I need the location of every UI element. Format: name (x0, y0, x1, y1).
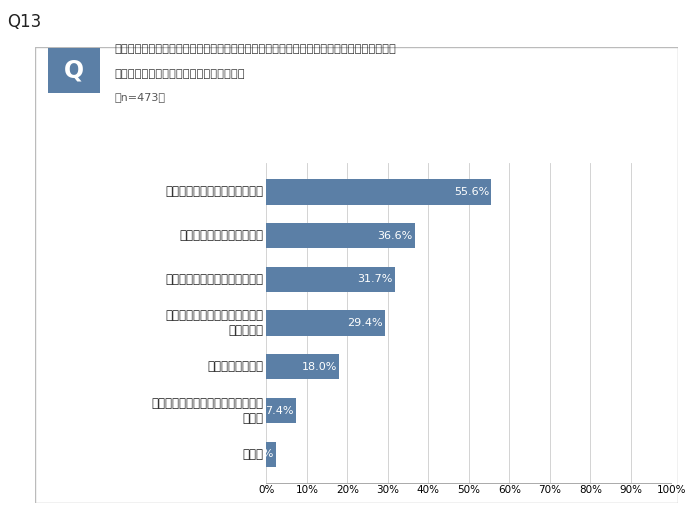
Bar (266, 179, 491, 204)
Text: 29.4%: 29.4% (347, 318, 383, 328)
Bar (266, 354, 339, 379)
Text: 2.3%: 2.3% (245, 449, 273, 459)
FancyBboxPatch shape (48, 48, 100, 93)
Text: （n=473）: （n=473） (114, 92, 165, 102)
Bar (266, 223, 415, 248)
Bar (266, 267, 394, 292)
Text: 自転車購入時に勧められて: 自転車購入時に勧められて (179, 229, 263, 242)
Text: 自転車事故の高額賠償ケースを
きっかけに: 自転車事故の高額賠償ケースを きっかけに (165, 309, 263, 337)
Bar (266, 398, 296, 423)
Text: 18.0%: 18.0% (302, 362, 337, 372)
Text: Q13: Q13 (7, 13, 41, 31)
Bar (266, 442, 275, 467)
Text: 【加入している】とお答えの方にお伺いします。あなたが、自転車保険に加入された理由を: 【加入している】とお答えの方にお伺いします。あなたが、自転車保険に加入された理由… (114, 44, 396, 54)
Text: 加害者になるケースを想定して: 加害者になるケースを想定して (165, 185, 263, 198)
Text: その他: その他 (242, 448, 263, 461)
Bar (266, 310, 385, 336)
Text: 住んでいる地域が自転車保険義務化
のため: 住んでいる地域が自転車保険義務化 のため (151, 397, 263, 425)
Text: 36.6%: 36.6% (377, 230, 412, 241)
Text: 31.7%: 31.7% (357, 275, 392, 284)
Text: お答えください。（お答えはいくつでも）: お答えください。（お答えはいくつでも） (114, 69, 245, 79)
Text: 55.6%: 55.6% (454, 187, 489, 197)
Text: Q: Q (64, 59, 84, 83)
Text: 7.4%: 7.4% (266, 405, 294, 416)
Text: 被害者になるケースを想定して: 被害者になるケースを想定して (165, 273, 263, 286)
Text: 子供の安全のため: 子供の安全のため (207, 360, 263, 373)
